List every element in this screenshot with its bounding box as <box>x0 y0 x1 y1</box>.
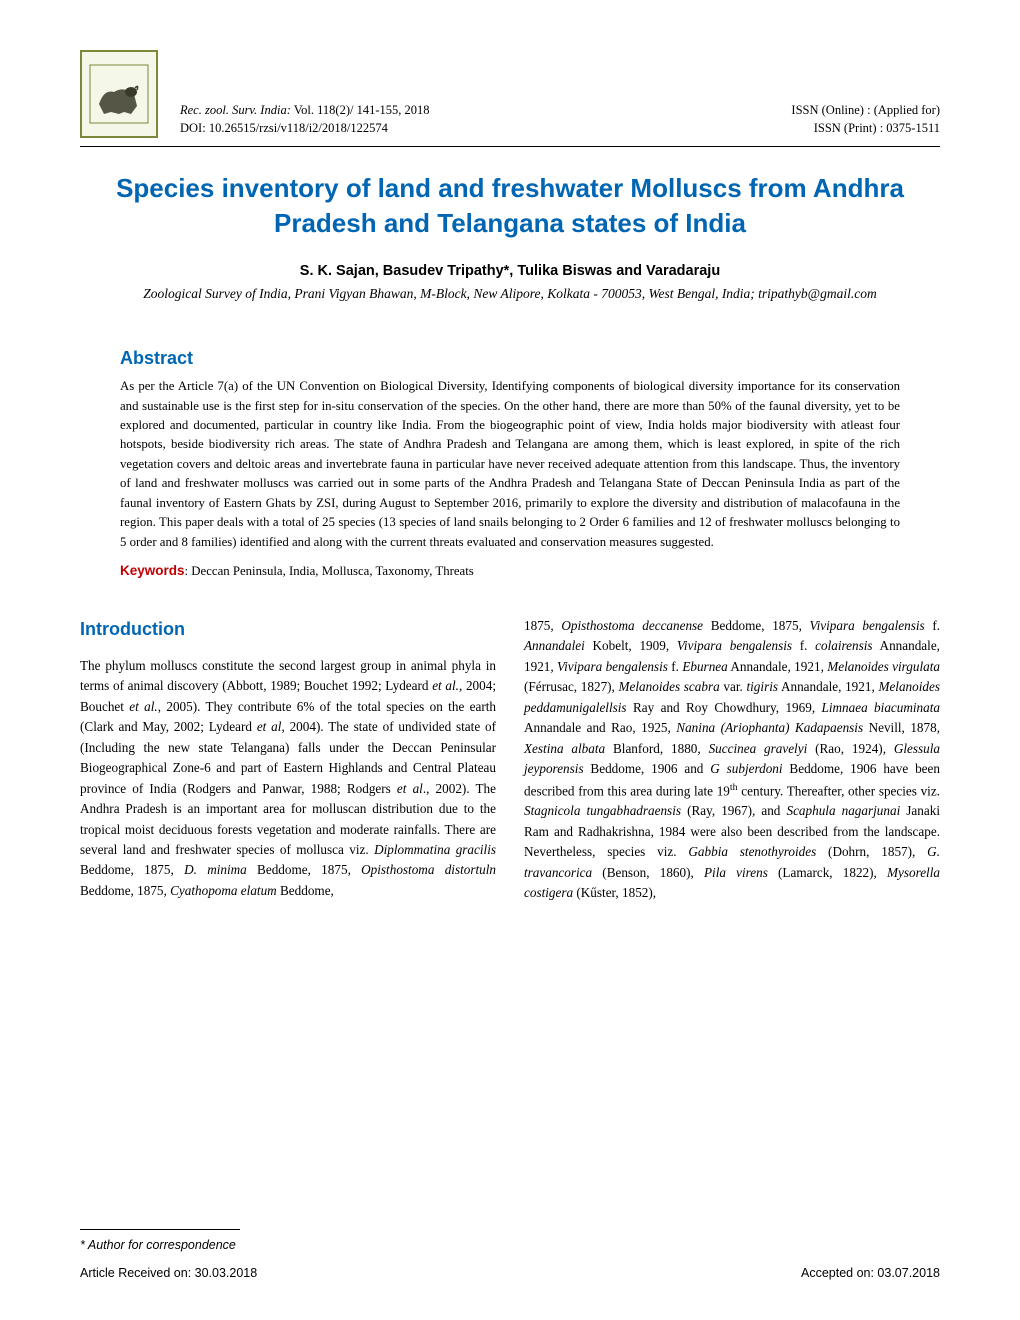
keywords-label: Keywords <box>120 563 185 578</box>
received-date: Article Received on: 30.03.2018 <box>80 1266 257 1280</box>
header-row: Rec. zool. Surv. India: Vol. 118(2)/ 141… <box>80 50 940 138</box>
introduction-heading: Introduction <box>80 616 496 644</box>
journal-volume: Vol. 118(2)/ 141-155, 2018 <box>291 103 430 117</box>
column-right: 1875, Opisthostoma deccanense Beddome, 1… <box>524 616 940 904</box>
dates-row: Article Received on: 30.03.2018 Accepted… <box>80 1266 940 1280</box>
journal-meta: Rec. zool. Surv. India: Vol. 118(2)/ 141… <box>180 101 940 139</box>
keywords-text: : Deccan Peninsula, India, Mollusca, Tax… <box>185 564 474 578</box>
article-title: Species inventory of land and freshwater… <box>80 171 940 241</box>
abstract-block: Abstract As per the Article 7(a) of the … <box>80 348 940 580</box>
logo-animal-icon <box>89 64 149 124</box>
correspondence-note: * Author for correspondence <box>80 1238 940 1252</box>
issn-online: ISSN (Online) : (Applied for) <box>791 101 940 120</box>
accepted-date: Accepted on: 03.07.2018 <box>801 1266 940 1280</box>
keywords-line: Keywords: Deccan Peninsula, India, Mollu… <box>120 562 900 580</box>
journal-logo <box>80 50 158 138</box>
body-columns: Introduction The phylum molluscs constit… <box>80 616 940 904</box>
issn-print: ISSN (Print) : 0375-1511 <box>791 119 940 138</box>
intro-text-left: The phylum molluscs constitute the secon… <box>80 656 496 901</box>
journal-meta-left: Rec. zool. Surv. India: Vol. 118(2)/ 141… <box>180 101 430 139</box>
footnote-divider <box>80 1229 240 1230</box>
journal-doi: DOI: 10.26515/rzsi/v118/i2/2018/122574 <box>180 119 430 138</box>
header-divider <box>80 146 940 147</box>
footer: * Author for correspondence Article Rece… <box>80 1229 940 1280</box>
abstract-heading: Abstract <box>120 348 900 369</box>
journal-meta-right: ISSN (Online) : (Applied for) ISSN (Prin… <box>791 101 940 139</box>
journal-name: Rec. zool. Surv. India: <box>180 103 291 117</box>
abstract-text: As per the Article 7(a) of the UN Conven… <box>120 377 900 552</box>
affiliation-line: Zoological Survey of India, Prani Vigyan… <box>80 285 940 304</box>
column-left: Introduction The phylum molluscs constit… <box>80 616 496 904</box>
intro-text-right: 1875, Opisthostoma deccanense Beddome, 1… <box>524 616 940 904</box>
authors-line: S. K. Sajan, Basudev Tripathy*, Tulika B… <box>80 263 940 279</box>
